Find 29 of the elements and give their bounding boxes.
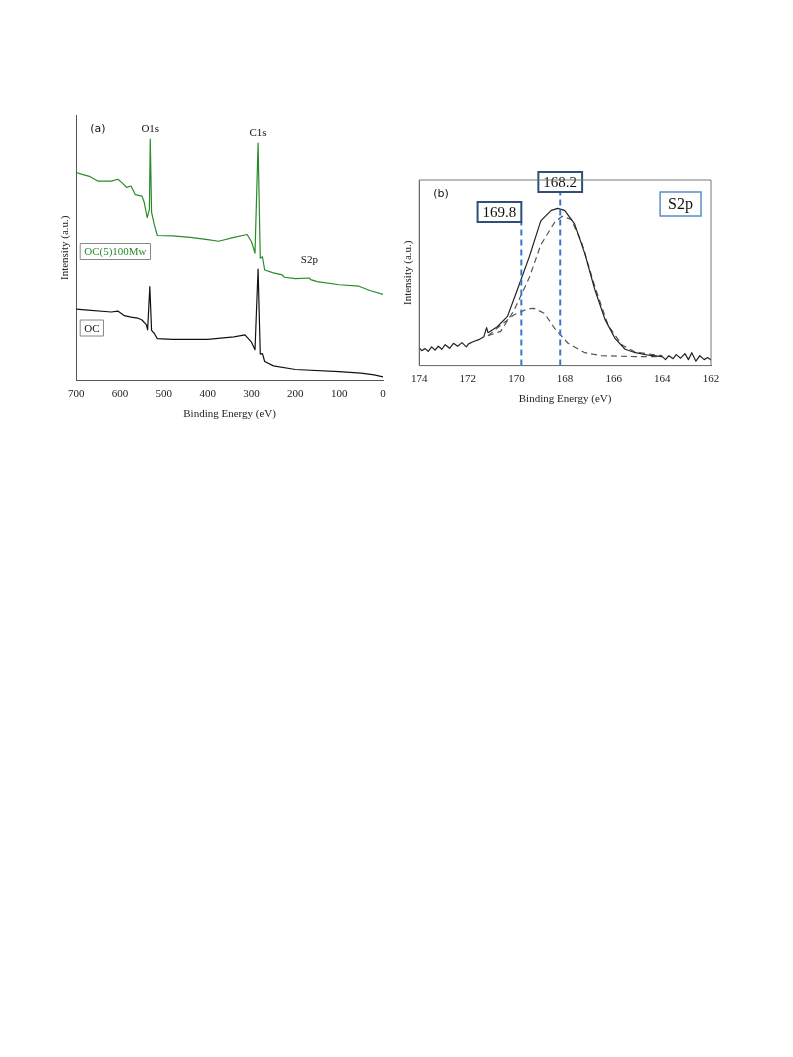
x-tick-label: 162 [702, 372, 720, 385]
annotation: O1s [141, 122, 160, 135]
x-tick-label: 174 [410, 372, 428, 385]
x-tick-label: 400 [199, 387, 217, 400]
y-axis-title: Intensity (a.u.) [58, 215, 72, 281]
x-tick-label: 168 [556, 372, 574, 385]
text: (b) [433, 186, 449, 200]
x-axis-title: Binding Energy (eV) [183, 407, 277, 421]
annotation: S2p [668, 195, 693, 214]
x-tick-label: 300 [243, 387, 261, 400]
x-tick-label: 166 [605, 372, 623, 385]
ref-line-label: 168.2 [543, 173, 578, 190]
ref-line-label: 169.8 [482, 203, 517, 220]
x-tick-label: 170 [508, 372, 526, 385]
x-tick-label: 100 [330, 387, 348, 400]
series-label: OC [84, 321, 100, 334]
annotation: S2p [300, 252, 319, 265]
x-tick-label: 600 [111, 387, 129, 400]
series-label: OC(5)100Mw [84, 245, 147, 259]
x-tick-label: 200 [287, 387, 305, 400]
x-tick-label: 700 [67, 387, 85, 400]
y-axis-title: Intensity (a.u.) [401, 240, 415, 306]
text: (a) [90, 121, 106, 135]
x-tick-label: 500 [155, 387, 173, 400]
x-tick-label: 172 [459, 372, 477, 385]
x-axis-title: Binding Energy (eV) [518, 392, 612, 406]
x-tick-label: 164 [654, 372, 672, 385]
x-tick-label: 0 [380, 387, 387, 400]
annotation: C1s [249, 125, 267, 138]
